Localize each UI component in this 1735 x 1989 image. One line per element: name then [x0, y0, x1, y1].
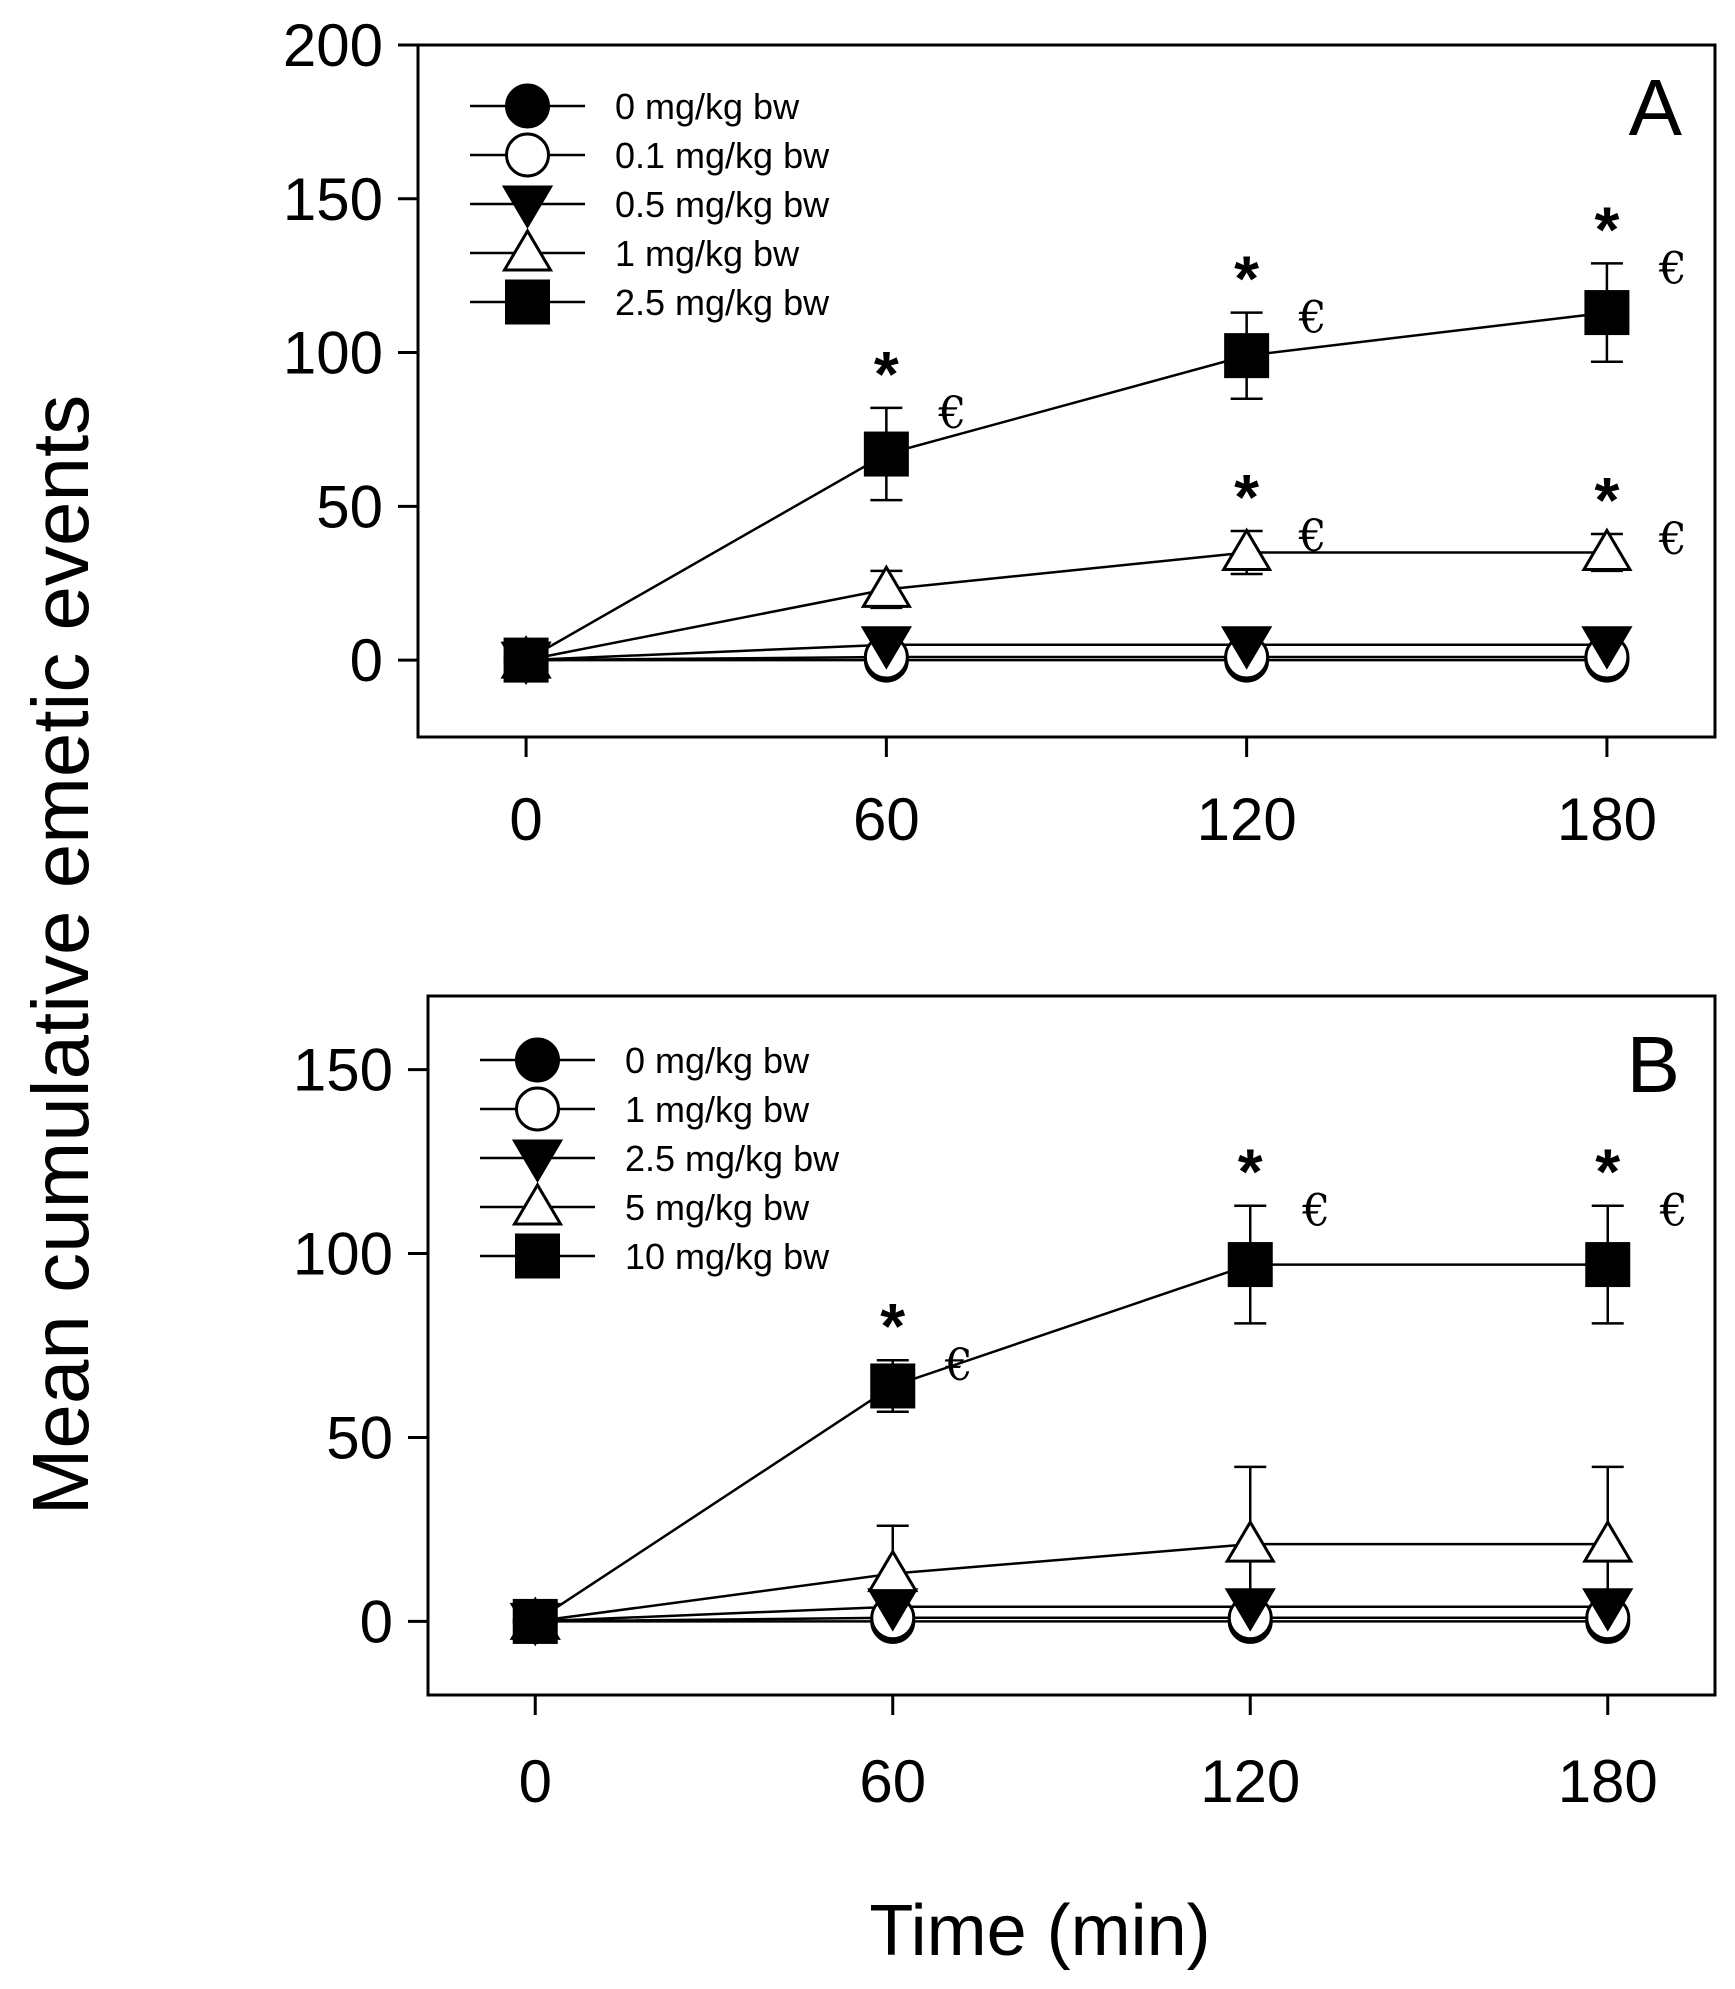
legend-marker	[511, 1139, 564, 1183]
series-line	[526, 655, 1607, 662]
data-point	[863, 431, 909, 477]
series-line	[535, 1616, 1608, 1623]
series-line	[535, 1542, 1608, 1623]
legend-label: 2.5 mg/kg bw	[625, 1138, 840, 1179]
series-line	[535, 1605, 1608, 1623]
data-point	[1582, 1588, 1634, 1632]
data-point	[503, 637, 549, 683]
x-axis-label: Time (min)	[869, 1891, 1210, 1971]
x-tick-label: 180	[1557, 786, 1657, 853]
significance-star: *	[1234, 461, 1259, 533]
significance-star: *	[1595, 1136, 1620, 1208]
significance-euro: €	[1301, 1186, 1330, 1237]
significance-star: *	[1594, 464, 1619, 536]
legend-marker	[515, 1086, 560, 1132]
data-point	[860, 564, 912, 608]
x-tick-label: 120	[1200, 1748, 1300, 1815]
significance-euro: €	[1658, 243, 1687, 294]
y-tick-label: 50	[316, 473, 383, 540]
data-point	[512, 1598, 558, 1644]
series-line	[526, 643, 1607, 662]
y-tick-label: 0	[360, 1588, 393, 1655]
data-point	[1585, 1242, 1631, 1288]
significance-euro: €	[937, 388, 966, 439]
data-point	[1224, 1588, 1276, 1632]
significance-star: *	[1594, 193, 1619, 265]
x-tick-label: 180	[1558, 1748, 1658, 1815]
data-point	[1227, 1242, 1273, 1288]
data-point	[1582, 1519, 1634, 1563]
significance-star: *	[880, 1290, 905, 1362]
significance-euro: €	[1659, 1186, 1688, 1237]
y-tick-label: 200	[283, 12, 383, 79]
data-point	[860, 626, 912, 670]
significance-euro: €	[1298, 511, 1327, 562]
legend-label: 1 mg/kg bw	[615, 233, 800, 274]
x-tick-label: 60	[859, 1748, 926, 1815]
legend-marker	[501, 185, 554, 229]
data-point	[1581, 527, 1633, 571]
legend-label: 0 mg/kg bw	[625, 1040, 810, 1081]
legend-marker	[505, 279, 550, 325]
x-tick-label: 120	[1197, 786, 1297, 853]
y-axis-label: Mean cumulative emetic events	[16, 395, 105, 1516]
y-tick-label: 150	[283, 166, 383, 233]
legend-marker	[505, 132, 550, 178]
data-point	[870, 1363, 916, 1409]
significance-star: *	[1234, 243, 1259, 315]
legend-label: 2.5 mg/kg bw	[615, 282, 830, 323]
legend-marker	[511, 1182, 564, 1226]
significance-euro: €	[1298, 293, 1327, 344]
data-point	[1221, 527, 1273, 571]
panel-letter: A	[1629, 63, 1683, 152]
series-line	[525, 551, 1607, 662]
plot-frame	[426, 994, 1717, 1697]
legend-marker	[515, 1233, 560, 1279]
y-tick-label: 50	[326, 1404, 393, 1471]
legend-label: 0.1 mg/kg bw	[615, 135, 830, 176]
data-point	[1581, 626, 1633, 670]
data-point	[1221, 626, 1273, 670]
legend-marker	[515, 1037, 560, 1083]
legend-label: 5 mg/kg bw	[625, 1187, 810, 1228]
significance-euro: €	[944, 1340, 973, 1391]
legend-marker	[505, 83, 550, 129]
legend-marker	[501, 228, 554, 272]
legend-label: 0.5 mg/kg bw	[615, 184, 830, 225]
y-tick-label: 100	[293, 1221, 393, 1288]
panel-letter: B	[1627, 1020, 1680, 1109]
significance-star: *	[1238, 1136, 1263, 1208]
data-point	[867, 1548, 919, 1593]
y-tick-label: 150	[293, 1037, 393, 1104]
y-tick-label: 100	[283, 320, 383, 387]
data-point	[1224, 333, 1270, 379]
data-point	[1584, 290, 1630, 336]
data-point	[1224, 1519, 1276, 1563]
legend-label: 1 mg/kg bw	[625, 1089, 810, 1130]
legend-label: 10 mg/kg bw	[625, 1236, 830, 1277]
significance-star: *	[874, 338, 899, 410]
series-line	[534, 1263, 1608, 1623]
x-tick-label: 0	[509, 786, 542, 853]
plot-frame	[416, 43, 1717, 739]
significance-euro: €	[1658, 514, 1687, 565]
x-tick-label: 60	[853, 786, 920, 853]
y-tick-label: 0	[350, 627, 383, 694]
series-line	[525, 311, 1608, 662]
x-tick-label: 0	[519, 1748, 552, 1815]
legend-label: 0 mg/kg bw	[615, 86, 800, 127]
